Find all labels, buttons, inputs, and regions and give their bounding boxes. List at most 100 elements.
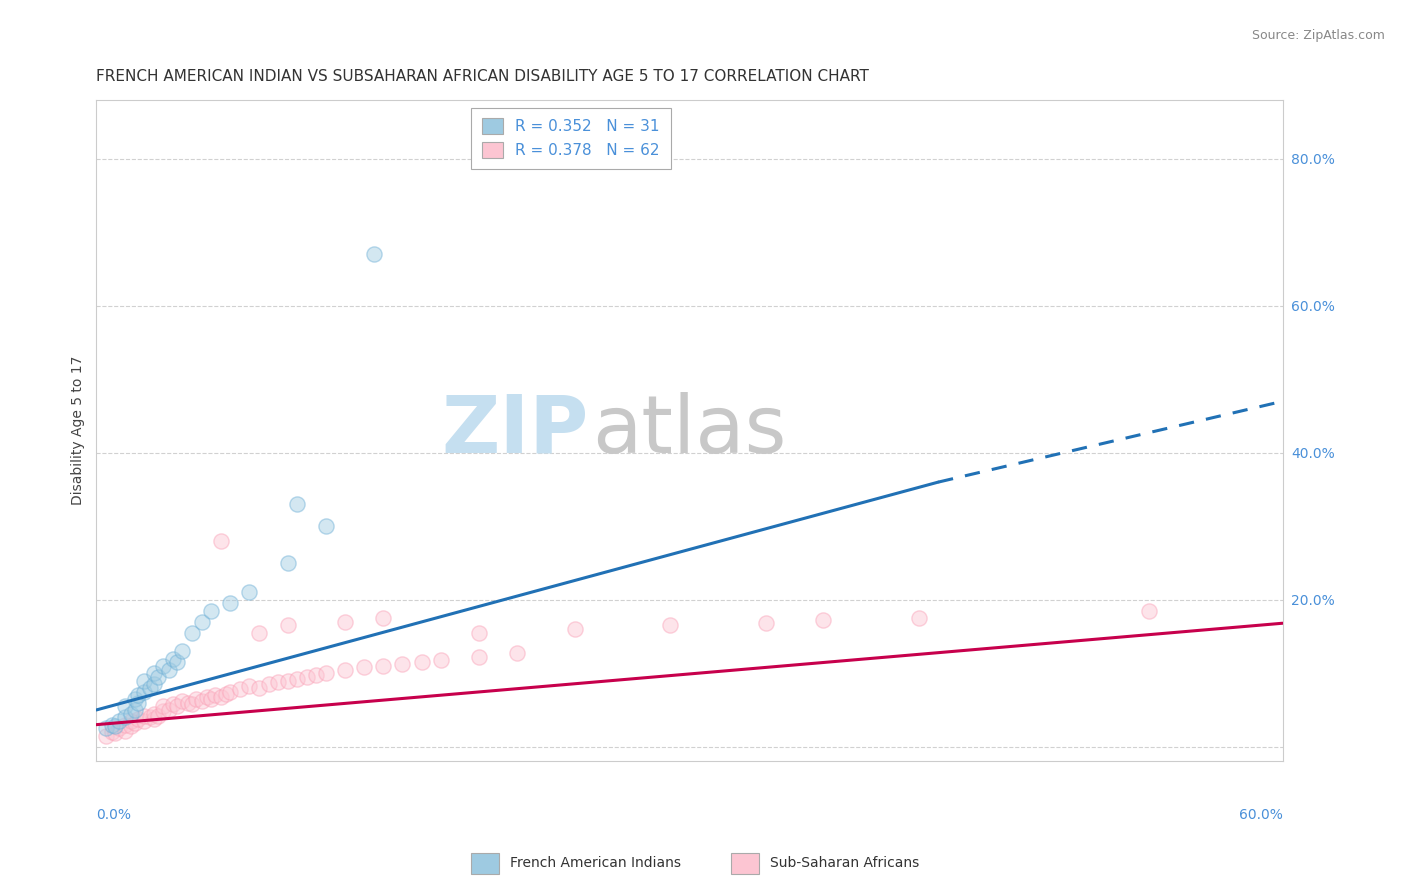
Point	[204, 688, 226, 702]
Point	[564, 622, 586, 636]
Point	[142, 677, 165, 691]
Point	[142, 712, 165, 726]
Point	[177, 696, 200, 710]
Point	[181, 625, 204, 640]
Point	[257, 677, 280, 691]
Point	[94, 722, 117, 736]
Point	[152, 658, 174, 673]
Text: atlas: atlas	[592, 392, 786, 470]
Legend: R = 0.352   N = 31, R = 0.378   N = 62: R = 0.352 N = 31, R = 0.378 N = 62	[471, 108, 671, 169]
Point	[157, 663, 180, 677]
Point	[373, 611, 395, 625]
Point	[215, 687, 238, 701]
Point	[124, 692, 146, 706]
Point	[411, 655, 433, 669]
Point	[267, 675, 290, 690]
Point	[219, 684, 242, 698]
Point	[1137, 604, 1160, 618]
Point	[200, 692, 222, 706]
Point	[162, 651, 184, 665]
Point	[134, 709, 156, 723]
Point	[238, 680, 260, 694]
Point	[100, 725, 122, 739]
Point	[114, 723, 136, 738]
Point	[247, 625, 270, 640]
Point	[190, 615, 212, 629]
Point	[104, 719, 127, 733]
Text: FRENCH AMERICAN INDIAN VS SUBSAHARAN AFRICAN DISABILITY AGE 5 TO 17 CORRELATION : FRENCH AMERICAN INDIAN VS SUBSAHARAN AFR…	[97, 69, 869, 84]
Point	[506, 646, 529, 660]
Point	[157, 703, 180, 717]
Text: Source: ZipAtlas.com: Source: ZipAtlas.com	[1251, 29, 1385, 42]
Point	[285, 497, 308, 511]
Point	[190, 694, 212, 708]
Point	[209, 690, 232, 704]
Point	[285, 672, 308, 686]
Text: Sub-Saharan Africans: Sub-Saharan Africans	[770, 856, 920, 871]
Point	[139, 681, 162, 695]
Point	[238, 585, 260, 599]
Point	[114, 710, 136, 724]
Point	[124, 703, 146, 717]
Point	[209, 533, 232, 548]
Text: 60.0%: 60.0%	[1239, 807, 1282, 822]
Point	[277, 618, 299, 632]
Point	[142, 706, 165, 721]
Point	[142, 666, 165, 681]
Point	[120, 719, 142, 733]
Point	[184, 692, 207, 706]
Point	[277, 673, 299, 688]
Y-axis label: Disability Age 5 to 17: Disability Age 5 to 17	[72, 356, 86, 506]
Point	[363, 247, 385, 261]
Point	[429, 653, 451, 667]
Point	[152, 705, 174, 719]
Point	[219, 596, 242, 610]
Point	[172, 644, 194, 658]
Point	[166, 655, 188, 669]
Point	[120, 714, 142, 728]
Point	[277, 556, 299, 570]
Point	[315, 519, 337, 533]
Point	[305, 667, 328, 681]
Point	[229, 682, 252, 697]
Point	[127, 712, 149, 726]
Point	[134, 684, 156, 698]
Point	[114, 717, 136, 731]
Text: 0.0%: 0.0%	[97, 807, 131, 822]
Point	[114, 699, 136, 714]
Point	[315, 666, 337, 681]
Point	[127, 688, 149, 702]
Point	[134, 714, 156, 728]
Point	[162, 697, 184, 711]
Text: French American Indians: French American Indians	[510, 856, 682, 871]
Point	[100, 717, 122, 731]
Point	[353, 660, 375, 674]
Point	[139, 710, 162, 724]
Point	[659, 618, 682, 632]
Point	[108, 722, 131, 736]
Point	[152, 699, 174, 714]
Point	[146, 670, 169, 684]
Point	[181, 697, 204, 711]
Point	[333, 615, 356, 629]
Point	[247, 681, 270, 695]
Point	[195, 690, 218, 704]
Point	[908, 611, 931, 625]
Point	[468, 625, 491, 640]
Point	[813, 613, 835, 627]
Point	[295, 670, 318, 684]
Point	[200, 604, 222, 618]
Point	[146, 709, 169, 723]
Text: ZIP: ZIP	[441, 392, 589, 470]
Point	[391, 657, 413, 672]
Point	[468, 650, 491, 665]
Point	[124, 716, 146, 731]
Point	[127, 696, 149, 710]
Point	[755, 616, 778, 631]
Point	[333, 663, 356, 677]
Point	[134, 673, 156, 688]
Point	[166, 699, 188, 714]
Point	[94, 729, 117, 743]
Point	[104, 726, 127, 740]
Point	[108, 714, 131, 728]
